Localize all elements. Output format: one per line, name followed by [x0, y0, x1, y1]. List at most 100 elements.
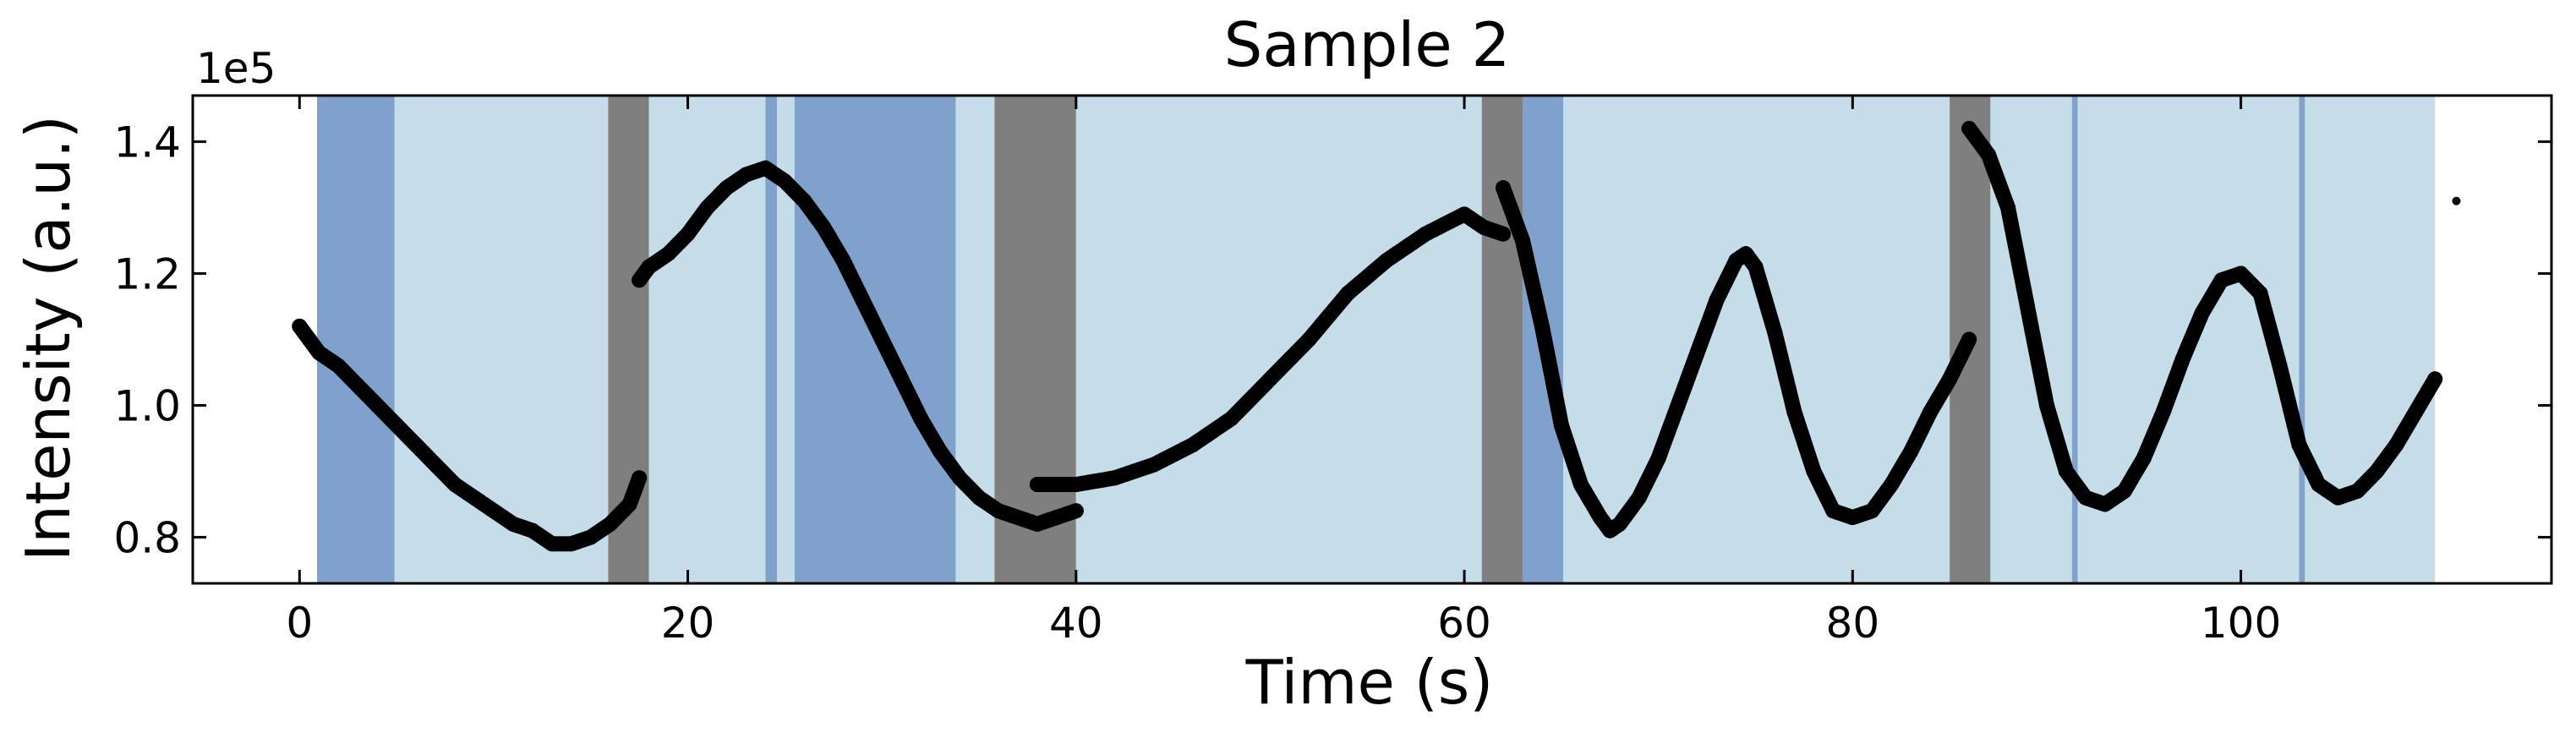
data-point-s4-2 [2000, 200, 2016, 216]
x-axis-ticks: 0 20 40 60 80 100 [286, 96, 2281, 648]
x-tick-label-0: 0 [286, 599, 313, 648]
band-light-1 [394, 96, 609, 583]
data-point-s4-0 [1961, 120, 1977, 136]
band-light-18 [2305, 96, 2436, 583]
data-point-s1-1 [641, 259, 657, 275]
data-point-s2-8 [1340, 285, 1356, 301]
x-tick-label-1: 20 [661, 599, 715, 648]
data-point-s4-21 [2369, 463, 2385, 479]
data-point-s3-12 [1709, 292, 1725, 308]
data-point-s3-26 [1961, 331, 1977, 347]
data-point-s1-16 [933, 444, 949, 460]
data-point-s3-18 [1806, 463, 1822, 479]
data-point-s1-10 [816, 219, 832, 235]
data-point-s4-8 [2116, 483, 2132, 499]
y-tick-label-0: 0.8 [113, 513, 181, 562]
x-axis-label: Time (s) [1245, 647, 1494, 718]
data-point-s3-10 [1670, 397, 1686, 413]
data-point-s4-3 [2020, 298, 2035, 315]
band-dark_blue-4 [765, 96, 778, 583]
x-tick-label-4: 80 [1826, 599, 1880, 648]
data-point-s0-2 [311, 345, 327, 361]
data-point-s3-9 [1650, 450, 1666, 466]
data-point-s1-8 [777, 173, 793, 189]
data-point-s3-14 [1738, 246, 1754, 262]
data-point-s3-25 [1942, 371, 1958, 387]
data-point-s4-14 [2233, 265, 2249, 282]
data-point-s4-1 [1981, 147, 1997, 163]
data-point-s1-19 [990, 503, 1006, 519]
data-point-s0-12 [505, 516, 521, 532]
data-point-s2-0 [1029, 477, 1045, 493]
data-point-s0-10 [466, 490, 482, 506]
data-point-s3-1 [1514, 232, 1530, 249]
plot-frame [191, 94, 2553, 585]
data-point-s4-7 [2097, 496, 2113, 512]
data-point-s3-17 [1786, 404, 1802, 420]
y-tick-label-2: 1.2 [113, 250, 181, 299]
data-point-s3-0 [1496, 180, 1511, 196]
band-gray-10 [1481, 96, 1523, 583]
data-point-s0-19 [632, 470, 648, 486]
data-point-s4-16 [2272, 358, 2288, 374]
data-point-s4-23 [2408, 404, 2424, 420]
data-point-s1-9 [796, 193, 812, 209]
y-axis-ticks: 0.8 1.0 1.2 1.4 [113, 118, 2551, 562]
data-point-s1-14 [894, 371, 910, 387]
band-light-5 [777, 96, 795, 583]
data-point-s1-11 [835, 252, 851, 268]
data-point-s1-5 [719, 180, 735, 196]
data-point-s0-0 [292, 318, 308, 334]
y-axis-label: Intensity (a.u.) [13, 115, 84, 561]
data-point-s4-15 [2252, 285, 2268, 301]
data-point-s2-9 [1379, 252, 1395, 268]
data-point-s1-3 [680, 226, 696, 242]
y-offset-label: 1e5 [196, 44, 276, 93]
x-tick-label-2: 40 [1049, 599, 1103, 648]
data-point-s2-12 [1476, 219, 1492, 235]
data-point-s4-17 [2291, 437, 2307, 453]
data-point-s0-17 [602, 516, 618, 532]
data-point-s1-21 [1029, 516, 1045, 532]
data-point-s1-22 [1048, 510, 1064, 526]
data-point-s2-10 [1418, 226, 1434, 242]
x-tick-label-5: 100 [2201, 599, 2281, 648]
band-dark_blue-15 [2071, 96, 2078, 583]
data-point-s4-9 [2136, 450, 2152, 466]
data-point-s1-6 [738, 167, 754, 183]
data-point-s4-19 [2330, 490, 2346, 506]
data-point-s2-4 [1184, 437, 1200, 453]
data-point-s0-5 [369, 397, 386, 413]
data-point-s1-18 [971, 490, 987, 506]
data-point-s3-5 [1592, 510, 1608, 526]
data-point-s4-20 [2349, 483, 2365, 499]
data-point-s1-13 [874, 331, 890, 347]
data-point-s4-18 [2311, 477, 2327, 493]
data-point-s1-15 [913, 411, 929, 427]
data-point-s0-11 [485, 503, 501, 519]
data-point-s3-15 [1747, 259, 1764, 275]
data-point-s3-21 [1864, 503, 1880, 519]
data-point-s3-23 [1903, 444, 1919, 460]
data-point-s5-0 [2452, 196, 2461, 205]
data-point-s2-6 [1262, 371, 1278, 387]
data-point-s4-10 [2155, 404, 2171, 420]
data-point-s3-3 [1553, 417, 1569, 433]
data-point-s2-5 [1223, 411, 1239, 427]
data-point-s4-22 [2388, 437, 2404, 453]
y-tick-label-1: 1.0 [113, 381, 181, 430]
data-point-s4-11 [2174, 351, 2190, 367]
data-point-s0-8 [428, 457, 444, 473]
data-point-s0-4 [350, 378, 366, 394]
data-point-s0-16 [582, 529, 599, 545]
data-point-s1-23 [1068, 503, 1084, 519]
data-point-s0-6 [389, 417, 405, 433]
data-points-layer [292, 120, 2461, 552]
data-point-s0-7 [408, 437, 424, 453]
data-point-s1-12 [855, 292, 871, 308]
data-point-s3-8 [1631, 490, 1647, 506]
data-point-s0-18 [621, 496, 637, 512]
band-gray-8 [994, 96, 1076, 583]
data-point-s1-0 [632, 272, 648, 288]
data-point-s1-20 [1009, 510, 1025, 526]
